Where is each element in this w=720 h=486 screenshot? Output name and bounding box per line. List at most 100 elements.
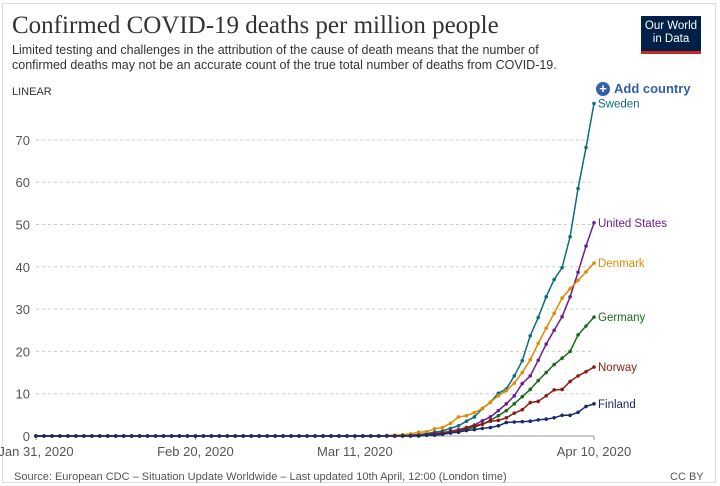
source-note: Source: European CDC – Situation Update … [14, 471, 507, 483]
data-point [345, 434, 349, 438]
data-point [105, 434, 110, 438]
data-point [568, 286, 572, 291]
data-point [241, 434, 246, 438]
data-point [464, 413, 469, 418]
data-point [584, 404, 588, 409]
data-point [440, 432, 445, 437]
data-point [472, 424, 477, 428]
data-point [592, 402, 596, 406]
data-point [520, 419, 525, 424]
data-point [512, 420, 517, 424]
data-point [512, 394, 517, 398]
data-point [552, 277, 556, 282]
data-point [496, 413, 501, 418]
plus-circle-icon: + [596, 81, 610, 96]
add-country-button[interactable]: + Add country [596, 81, 691, 96]
data-point [496, 424, 501, 428]
data-point [297, 434, 301, 438]
series-line-norway [36, 366, 595, 437]
data-point [400, 434, 405, 438]
data-point [369, 434, 373, 438]
owid-logo[interactable]: Our World in Data [641, 16, 701, 54]
series-line-finland [36, 403, 595, 437]
data-point [584, 369, 588, 374]
data-point [456, 430, 461, 434]
data-point [544, 295, 548, 299]
data-point [50, 434, 54, 438]
data-point [289, 434, 293, 438]
data-point [552, 311, 556, 316]
data-point [504, 408, 509, 413]
license-link[interactable]: CC BY [670, 471, 704, 483]
data-point [512, 402, 517, 406]
data-point [193, 434, 198, 438]
data-point [424, 429, 429, 434]
data-point [177, 434, 182, 438]
data-point [528, 419, 533, 423]
data-point [185, 434, 190, 438]
data-point [225, 434, 230, 438]
data-point [504, 420, 509, 425]
data-point [90, 434, 94, 438]
data-point [496, 391, 501, 396]
data-point [480, 406, 485, 411]
data-point [512, 374, 517, 378]
data-point [528, 400, 533, 405]
data-point [584, 270, 588, 274]
y-tick-label: 10 [16, 387, 30, 402]
data-point [472, 410, 477, 415]
data-point [42, 434, 46, 438]
data-point [568, 413, 572, 418]
data-point [432, 433, 437, 437]
data-point [480, 418, 485, 423]
x-tick-label: Apr 10, 2020 [557, 444, 631, 459]
data-point [448, 431, 453, 435]
data-point [504, 402, 509, 406]
data-point [552, 416, 556, 420]
data-point [273, 434, 277, 438]
add-country-label: Add country [614, 81, 691, 96]
data-point [424, 433, 429, 437]
data-point [560, 413, 564, 418]
x-tick-label: Mar 11, 2020 [317, 444, 393, 459]
data-point [496, 394, 501, 398]
data-point [504, 388, 509, 393]
chart-frame [2, 3, 716, 483]
data-point [528, 333, 533, 338]
data-point [145, 434, 150, 438]
data-point [544, 370, 548, 375]
data-point [520, 407, 525, 412]
data-point [281, 434, 285, 438]
data-point [488, 419, 493, 423]
data-point [576, 374, 580, 378]
data-point [376, 434, 381, 438]
data-point [592, 315, 596, 319]
data-point [74, 434, 78, 438]
data-point [592, 261, 596, 265]
data-point [34, 434, 38, 438]
scale-toggle[interactable]: LINEAR [12, 86, 52, 98]
data-point [464, 419, 469, 423]
data-point [257, 434, 262, 438]
series-label: Sweden [598, 99, 640, 111]
data-point [584, 145, 588, 150]
data-point [337, 434, 341, 438]
data-point [472, 427, 477, 432]
data-point [592, 221, 596, 225]
data-point [169, 434, 174, 438]
data-point [58, 434, 62, 438]
x-tick-label: Jan 31, 2020 [0, 444, 74, 459]
data-point [488, 425, 493, 430]
series-label: Denmark [598, 258, 645, 270]
series-label: Finland [598, 399, 636, 411]
data-point [592, 365, 596, 369]
data-point [520, 358, 525, 363]
data-point [560, 314, 564, 319]
data-point [544, 326, 548, 330]
data-point [520, 394, 525, 399]
data-point [552, 328, 556, 333]
data-point [552, 388, 556, 392]
data-point [480, 422, 485, 426]
y-tick-label: 70 [16, 133, 30, 148]
data-point [496, 418, 501, 423]
